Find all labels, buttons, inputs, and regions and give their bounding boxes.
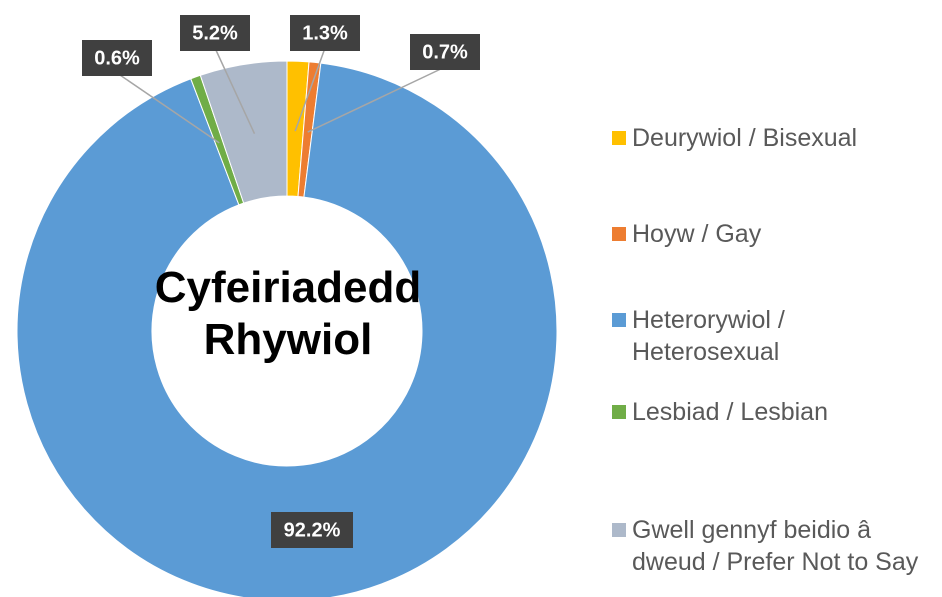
legend-swatch: [612, 313, 626, 327]
legend-item: Heterorywiol / Heterosexual: [612, 304, 932, 368]
legend-swatch: [612, 405, 626, 419]
legend-swatch: [612, 131, 626, 145]
legend-label: Heterorywiol / Heterosexual: [632, 306, 785, 366]
chart-title: Cyfeiriadedd Rhywiol: [154, 263, 422, 364]
legend-label: Hoyw / Gay: [632, 220, 762, 248]
donut-slice: [16, 62, 558, 597]
value-label-box: [271, 512, 353, 548]
value-label-box: [410, 34, 480, 70]
value-label-box: [290, 15, 360, 51]
value-label: 0.7%: [422, 41, 468, 63]
legend-item: Hoyw / Gay: [612, 218, 932, 250]
value-label: 92.2%: [284, 519, 341, 541]
value-label-box: [82, 40, 152, 76]
legend-label: Deurywiol / Bisexual: [632, 124, 858, 152]
value-label: 5.2%: [192, 22, 238, 44]
value-label: 0.6%: [94, 47, 140, 69]
leader-line: [294, 47, 326, 132]
leader-line: [116, 72, 220, 144]
value-label-box: [180, 15, 250, 51]
legend-swatch: [612, 227, 626, 241]
value-label: 1.3%: [302, 22, 348, 44]
legend-item: Deurywiol / Bisexual: [612, 122, 932, 154]
legend-item: Lesbiad / Lesbian: [612, 396, 932, 428]
legend-label: Gwell gennyf beidio â dweud / Prefer Not…: [632, 516, 919, 576]
legend-swatch: [612, 523, 626, 537]
legend-item: Gwell gennyf beidio â dweud / Prefer Not…: [612, 514, 932, 578]
leader-line: [214, 47, 256, 134]
legend-label: Lesbiad / Lesbian: [632, 398, 828, 426]
leader-line: [307, 66, 446, 133]
